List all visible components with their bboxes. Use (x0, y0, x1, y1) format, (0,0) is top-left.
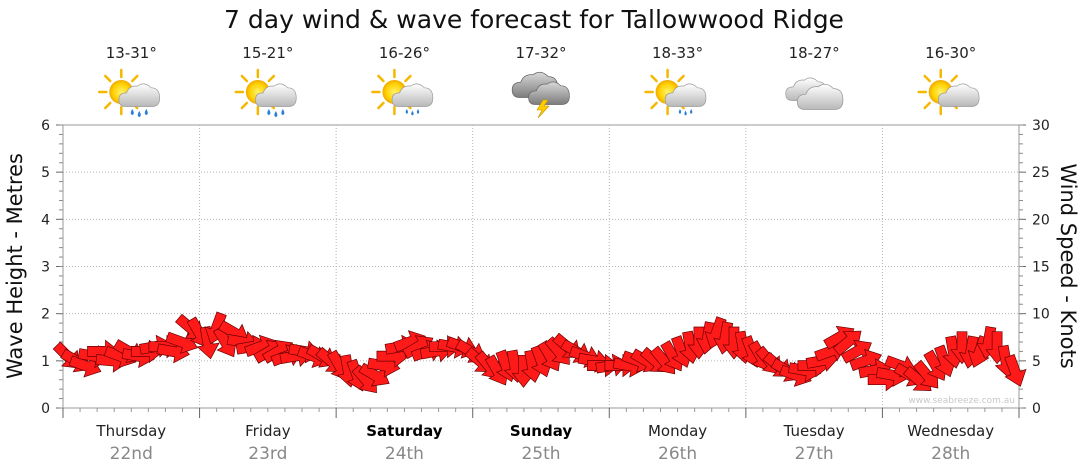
day-name-label: Saturday (366, 422, 443, 440)
left-tick-label: 1 (41, 354, 50, 370)
day-date-label: 23rd (248, 444, 287, 464)
right-axis-title: Wind Speed - Knots (1056, 163, 1080, 368)
temperature-range: 18-33° (652, 44, 703, 62)
day-name-label: Monday (648, 422, 707, 440)
left-tick-label: 3 (41, 260, 50, 276)
temperature-range: 16-30° (925, 44, 976, 62)
sun-cloud-shower-icon (644, 68, 707, 116)
temperature-range: 16-26° (379, 44, 430, 62)
weather-row: 13-31° 15-21° 16-26° 17-32° 18-33° 18-27° 16-3… (98, 44, 980, 119)
day-date-label: 22nd (110, 444, 153, 464)
day-date-label: 25th (521, 444, 560, 464)
day-date-label: 28th (931, 444, 970, 464)
day-name-label: Sunday (510, 422, 573, 440)
wind-arrow (832, 330, 862, 356)
left-tick-label: 4 (41, 212, 50, 228)
left-tick-label: 6 (41, 118, 50, 134)
watermark: www.seabreeze.com.au (908, 396, 1015, 406)
day-name-label: Thursday (95, 422, 166, 440)
wind-arrows (52, 311, 1027, 394)
temperature-range: 13-31° (106, 44, 157, 62)
wind-arrow (1004, 354, 1027, 387)
left-tick-label: 0 (41, 401, 50, 417)
day-date-label: 27th (795, 444, 834, 464)
wind-arrow (196, 325, 220, 360)
left-tick-label: 2 (41, 307, 50, 323)
day-name-label: Friday (245, 422, 291, 440)
day-date-label: 24th (385, 444, 424, 464)
left-axis-title: Wave Height - Metres (3, 153, 27, 379)
right-tick-label: 0 (1032, 401, 1041, 417)
day-name-label: Wednesday (907, 422, 994, 440)
left-tick-label: 5 (41, 165, 50, 181)
temperature-range: 15-21° (242, 44, 293, 62)
sun-cloud-rain-icon (234, 68, 297, 117)
right-tick-label: 25 (1032, 165, 1050, 181)
sun-cloud-shower-icon (371, 68, 434, 116)
chart-title: 7 day wind & wave forecast for Tallowwoo… (224, 5, 844, 34)
right-tick-label: 15 (1032, 260, 1050, 276)
temperature-range: 18-27° (789, 44, 840, 62)
right-tick-label: 20 (1032, 212, 1050, 228)
left-axis: 0 1 2 3 4 5 6 (41, 118, 63, 417)
thunderstorm-icon (511, 71, 570, 119)
right-axis: 0 5 10 15 20 25 30 (1019, 118, 1050, 417)
day-date-label: 26th (658, 444, 697, 464)
right-tick-label: 5 (1032, 354, 1041, 370)
temperature-range: 17-32° (515, 44, 566, 62)
day-name-label: Tuesday (783, 422, 845, 440)
sun-cloud-rain-icon (98, 68, 161, 117)
day-labels: Thursday 22nd Friday 23rd Saturday 24th Sunday… (62, 408, 1020, 464)
right-tick-label: 10 (1032, 307, 1050, 323)
cloud-icon (785, 77, 844, 110)
sun-cloud-icon (917, 68, 980, 116)
right-tick-label: 30 (1032, 118, 1050, 134)
